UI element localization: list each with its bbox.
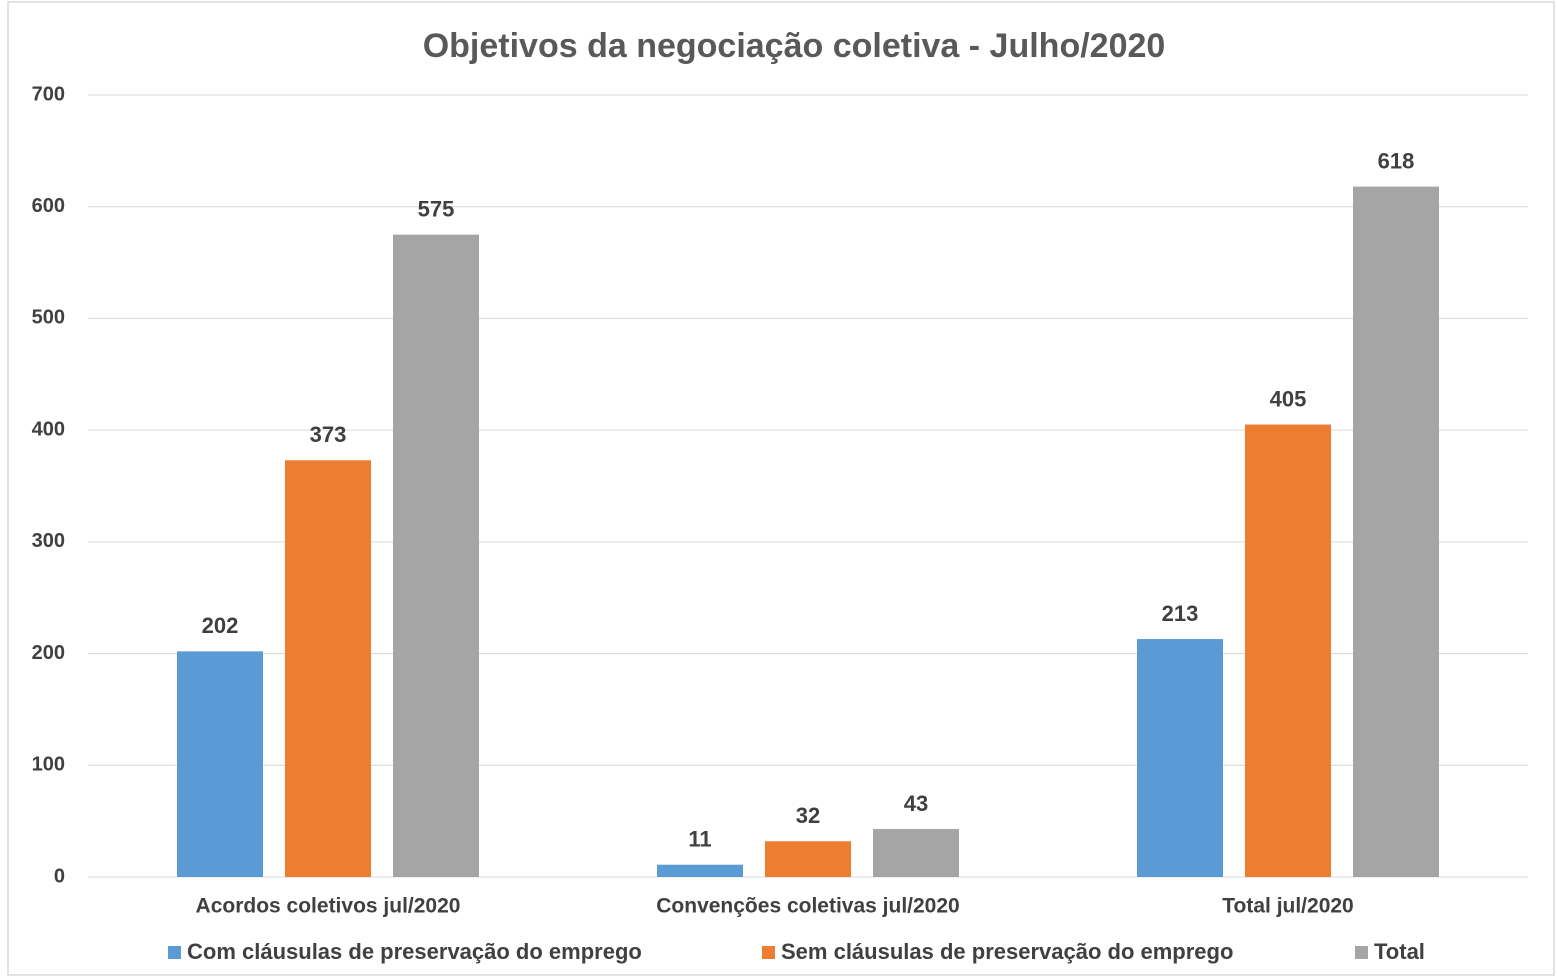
legend-label: Com cláusulas de preservação do emprego [187, 939, 642, 964]
bar [1245, 424, 1331, 877]
y-tick-label: 100 [32, 754, 65, 776]
legend-label: Sem cláusulas de preservação do emprego [781, 939, 1233, 964]
bar [765, 841, 851, 877]
bar [873, 828, 959, 877]
y-tick-label: 700 [32, 83, 65, 105]
x-tick-label: Convenções coletivas jul/2020 [656, 895, 959, 918]
bar [1353, 186, 1439, 877]
legend-label: Total [1374, 939, 1425, 964]
bar [177, 651, 263, 877]
legend-swatch [762, 946, 775, 959]
bar [393, 234, 479, 878]
data-label: 575 [418, 196, 455, 221]
y-tick-label: 400 [32, 418, 65, 440]
legend-swatch [1355, 946, 1368, 959]
y-tick-label: 300 [32, 530, 65, 552]
data-label: 213 [1162, 601, 1199, 626]
y-tick-label: 500 [32, 307, 65, 329]
data-label: 43 [904, 791, 928, 816]
data-label: 202 [202, 613, 239, 638]
y-tick-label: 600 [32, 195, 65, 217]
bar [657, 864, 743, 877]
data-label: 618 [1378, 148, 1415, 173]
bar [285, 460, 371, 877]
x-tick-label: Total jul/2020 [1222, 895, 1354, 918]
bar [1137, 639, 1223, 877]
data-label: 373 [310, 422, 347, 447]
data-label: 11 [688, 827, 711, 852]
data-label: 405 [1270, 386, 1307, 411]
y-tick-label: 200 [32, 642, 65, 664]
x-tick-label: Acordos coletivos jul/2020 [196, 895, 461, 918]
y-tick-label: 0 [54, 865, 65, 887]
data-label: 32 [796, 803, 820, 828]
chart-title: Objetivos da negociação coletiva - Julho… [423, 27, 1166, 65]
legend-swatch [168, 946, 181, 959]
